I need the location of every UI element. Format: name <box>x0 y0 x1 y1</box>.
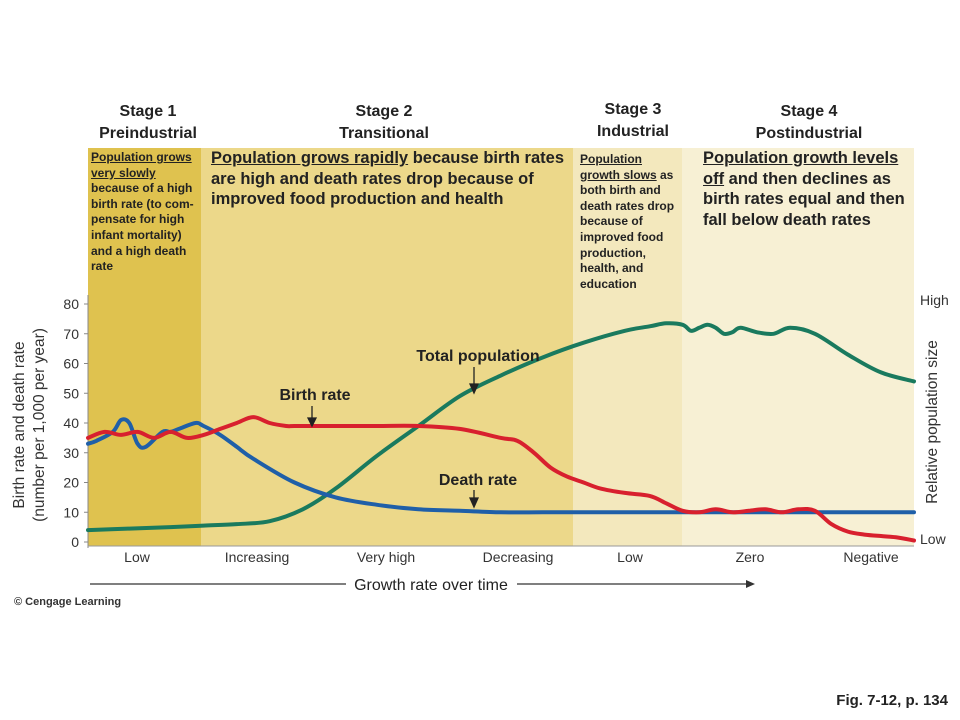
x-tick-label: Decreasing <box>483 549 554 565</box>
annotation-arrows <box>306 367 480 509</box>
y-tick-label: 70 <box>63 326 79 342</box>
stage1-description: Population grows very slowly because of … <box>91 150 201 275</box>
y-tick-label: 30 <box>63 445 79 461</box>
y-tick-label: 40 <box>63 415 79 431</box>
death-rate-label: Death rate <box>439 472 517 489</box>
stage4-description-emphasis: Population growth levels off <box>703 149 899 188</box>
right-axis-low-label: Low <box>920 531 947 547</box>
stage3-name: Industrial <box>596 123 669 140</box>
birth-rate-label: Birth rate <box>279 387 350 404</box>
stage4-description-text: and then declines as birth rates equal a… <box>703 169 905 229</box>
stage1-heading: Stage 1 Preindustrial <box>83 101 213 145</box>
birth-rate-line <box>86 415 916 543</box>
stage2-description-emphasis: Population grows rapidly <box>211 149 409 167</box>
x-tick-label: Low <box>617 549 644 565</box>
y-tick-label: 80 <box>63 296 79 312</box>
stage1-description-text: because of a high birth rate (to com-pen… <box>91 181 194 274</box>
stage1-name: Preindustrial <box>99 125 197 142</box>
stage4-number: Stage 4 <box>780 103 838 120</box>
stage1-number: Stage 1 <box>119 103 177 120</box>
stage2-description: Population grows rapidly because birth r… <box>211 148 566 210</box>
y-tick-label: 50 <box>63 385 79 401</box>
stage2-heading: Stage 2 Transitional <box>309 101 459 145</box>
stage2-description-text: because birth rates are high and death r… <box>211 149 565 208</box>
stage3-description-emphasis: Population growth slows <box>580 152 657 182</box>
total-population-label: Total population <box>416 348 539 365</box>
stage2-number: Stage 2 <box>355 103 413 120</box>
right-axis-high-label: High <box>920 292 949 308</box>
y-tick-label: 0 <box>71 534 79 550</box>
x-axis-title: Growth rate over time <box>354 577 508 594</box>
stage4-heading: Stage 4 Postindustrial <box>734 101 884 145</box>
stage3-description: Population growth slows as both birth an… <box>580 152 680 292</box>
stage4-background <box>682 148 914 546</box>
x-tick-label: Zero <box>736 549 765 565</box>
stage4-description: Population growth levels off and then de… <box>703 148 908 230</box>
y-tick-label: 20 <box>63 475 79 491</box>
stage2-name: Transitional <box>339 125 429 142</box>
right-axis-title: Relative population size <box>924 340 941 504</box>
x-tick-label: Low <box>124 549 151 565</box>
death-rate-arrowhead <box>468 497 480 509</box>
copyright-notice: © Cengage Learning <box>14 596 122 608</box>
figure-reference: Fig. 7-12, p. 134 <box>836 692 948 709</box>
series-layer <box>86 321 916 543</box>
total-population-arrowhead <box>468 383 480 395</box>
x-tick-label: Increasing <box>225 549 290 565</box>
x-tick-label: Negative <box>843 549 898 565</box>
x-axis-arrowhead <box>746 580 755 588</box>
stage3-heading: Stage 3 Industrial <box>568 99 698 143</box>
stage1-description-emphasis: Population grows very slowly <box>91 150 192 180</box>
stage3-description-text: as both birth and death rates drop becau… <box>580 167 675 291</box>
y-axis-title-line2: (number per 1,000 per year) <box>31 328 48 522</box>
y-tick-label: 10 <box>63 504 79 520</box>
stage3-number: Stage 3 <box>604 101 662 118</box>
total-population-line <box>86 321 916 533</box>
x-tick-label: Very high <box>357 549 415 565</box>
y-axis-title-line1: Birth rate and death rate <box>11 341 28 508</box>
stage4-name: Postindustrial <box>755 125 863 142</box>
x-tick-labels: Low Increasing Very high Decreasing Low Zero N… <box>124 549 899 565</box>
stage1-background <box>88 148 201 546</box>
y-tick-labels: 0 10 20 30 40 50 60 70 80 <box>63 296 88 550</box>
y-tick-label: 60 <box>63 356 79 372</box>
birth-rate-arrowhead <box>306 417 318 428</box>
stage3-background <box>573 148 682 546</box>
stage2-background <box>201 148 573 546</box>
